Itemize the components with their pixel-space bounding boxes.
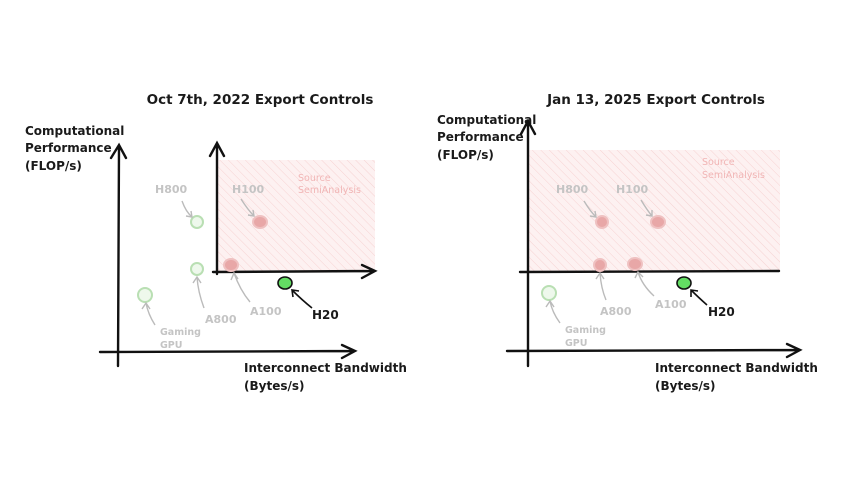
panel-title: Oct 7th, 2022 Export Controls [147, 92, 374, 108]
chip-label: H20 [312, 308, 339, 322]
y-axis-label: Computational [437, 113, 536, 127]
chip-label: GPU [565, 338, 587, 349]
x-axis-label: (Bytes/s) [244, 379, 304, 393]
axis [519, 118, 537, 368]
chip-point [252, 215, 268, 229]
axis [109, 142, 128, 368]
chip-point [190, 262, 204, 276]
arrow [634, 270, 655, 297]
axis [518, 269, 781, 274]
panel: Oct 7th, 2022 Export Controls Computatio… [25, 92, 407, 393]
x-axis-label: (Bytes/s) [655, 379, 715, 393]
y-axis-label: (FLOP/s) [25, 159, 82, 173]
chip-point [190, 215, 204, 229]
y-axis-label: (FLOP/s) [437, 148, 494, 162]
restricted-region [218, 160, 375, 272]
chip-point [676, 276, 692, 290]
arrow [240, 198, 255, 217]
arrow [141, 301, 156, 326]
y-axis-label: Computational [25, 124, 124, 138]
panel: Jan 13, 2025 Export Controls Computation… [437, 92, 818, 393]
panel-title: Jan 13, 2025 Export Controls [546, 92, 765, 108]
x-axis-label: Interconnect Bandwidth [655, 361, 818, 375]
chip-point [593, 258, 607, 272]
arrow [545, 299, 561, 324]
axis [208, 140, 226, 276]
chip-label: H20 [708, 305, 735, 319]
arrow [181, 200, 193, 218]
chip-label: A800 [600, 305, 632, 318]
arrow [192, 275, 205, 309]
x-axis-label: Interconnect Bandwidth [244, 361, 407, 375]
arrow [640, 199, 653, 217]
arrow [291, 289, 313, 309]
restricted-region [529, 150, 780, 272]
chip-label: A100 [655, 298, 687, 311]
chip-label: GPU [160, 340, 182, 351]
chip-label: H800 [155, 183, 188, 196]
y-axis-label: Performance [437, 130, 524, 144]
axis [211, 263, 378, 280]
axis [505, 342, 803, 359]
source: Source [298, 173, 331, 184]
chip-point [137, 287, 153, 303]
y-axis-label: Performance [25, 141, 112, 155]
chip-label: H100 [616, 183, 649, 196]
arrow [595, 271, 607, 301]
arrow [690, 289, 708, 306]
chip-point [223, 258, 239, 272]
chip-label: A100 [250, 305, 282, 318]
chip-point [595, 215, 609, 229]
source: SemiAnalysis [298, 185, 361, 196]
chip-label: H800 [556, 183, 589, 196]
chip-point [650, 215, 666, 229]
arrow [230, 271, 251, 303]
chip-label: H100 [232, 183, 265, 196]
chip-point [277, 276, 293, 290]
arrow [583, 200, 597, 218]
chip-label: Gaming [565, 325, 606, 336]
source: SemiAnalysis [702, 170, 765, 181]
source: Source [702, 157, 735, 168]
axis [98, 343, 358, 360]
chip-point [627, 257, 643, 271]
chip-point [541, 285, 557, 301]
chip-label: A800 [205, 313, 237, 326]
chip-label: Gaming [160, 327, 201, 338]
